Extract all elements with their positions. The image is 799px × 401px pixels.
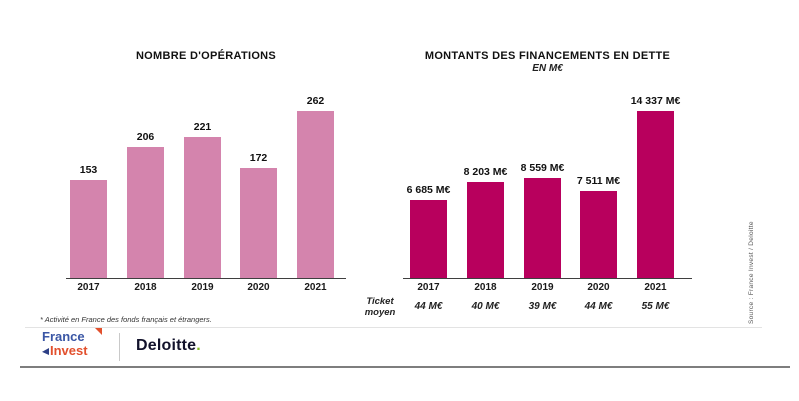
france-invest-line2: Invest: [42, 344, 112, 358]
plot-area: 153 206 221 172 262: [70, 95, 334, 278]
ticket-row: Ticket moyen 44 M€ 40 M€ 39 M€ 44 M€ 55 M€: [365, 296, 674, 320]
bar: [467, 182, 504, 278]
ticket-moyen-label: Ticket moyen: [360, 296, 400, 318]
category-label: 2020: [587, 282, 610, 293]
invest-text: Invest: [50, 343, 88, 358]
deloitte-logo: Deloitte.: [136, 337, 201, 355]
france-invest-logo: France Invest: [42, 328, 112, 358]
france-invest-chevron-icon: [95, 328, 102, 335]
footnote: * Activité en France des fonds français …: [40, 315, 212, 324]
category-label: 2021: [644, 282, 667, 293]
ticket-value: 39 M€: [528, 301, 557, 312]
france-invest-line1: France: [42, 328, 112, 344]
bar-value-label: 14 337 M€: [630, 95, 681, 107]
category-label: 2018: [474, 282, 497, 293]
footnote-divider: [25, 327, 762, 328]
bottom-divider: [20, 366, 790, 368]
ticket-value: 40 M€: [471, 301, 500, 312]
x-axis-line: [66, 278, 346, 279]
chart-nombre-operations: NOMBRE D'OPÉRATIONS 153 206 221 172 262 2017…: [66, 50, 346, 300]
bar: [70, 180, 107, 278]
category-label: 2019: [191, 282, 214, 293]
category-label: 2021: [304, 282, 327, 293]
ticket-value: 44 M€: [414, 301, 443, 312]
ticket-label-line1: Ticket: [366, 296, 394, 307]
category-axis: 2017 2018 2019 2020 2021: [70, 282, 334, 296]
source-note: Source : France Invest / Deloitte: [748, 221, 755, 324]
chart-title: MONTANTS DES FINANCEMENTS EN DETTE: [424, 50, 671, 62]
chart-subtitle: EN M€: [532, 63, 563, 74]
category-label: 2020: [247, 282, 270, 293]
bar: [580, 191, 617, 278]
bar: [184, 137, 221, 278]
category-label: 2017: [77, 282, 100, 293]
bar: [240, 168, 277, 278]
bar-value-label: 8 559 M€: [520, 162, 565, 174]
plot-area: 6 685 M€ 8 203 M€ 8 559 M€ 7 511 M€ 14 337 M…: [406, 95, 680, 278]
bar: [297, 111, 334, 278]
bar-value-label: 172: [249, 152, 268, 164]
category-label: 2019: [531, 282, 554, 293]
bar: [637, 111, 674, 278]
chart-montants-financements: MONTANTS DES FINANCEMENTS EN DETTE EN M€…: [365, 50, 692, 320]
deloitte-green-dot: .: [196, 337, 201, 354]
ticket-value: 44 M€: [584, 301, 613, 312]
bar: [524, 178, 561, 278]
bar-value-label: 7 511 M€: [576, 175, 621, 187]
bar: [127, 147, 164, 278]
chart-title: NOMBRE D'OPÉRATIONS: [135, 50, 277, 62]
bar-value-label: 6 685 M€: [406, 184, 451, 196]
france-text: France: [42, 329, 85, 344]
category-axis: 2017 2018 2019 2020 2021: [410, 282, 674, 296]
category-label: 2017: [417, 282, 440, 293]
deloitte-text: Deloitte: [136, 337, 197, 354]
bar-value-label: 206: [136, 131, 155, 143]
ticket-value: 55 M€: [641, 301, 670, 312]
ticket-label-line2: moyen: [364, 307, 396, 318]
bar: [410, 200, 447, 278]
bar-value-label: 221: [193, 121, 212, 133]
category-label: 2018: [134, 282, 157, 293]
bar-value-label: 262: [306, 95, 325, 107]
logo-divider: [119, 333, 120, 361]
france-invest-arrow-icon: [42, 348, 49, 355]
bar-value-label: 153: [79, 164, 98, 176]
bar-value-label: 8 203 M€: [463, 166, 508, 178]
x-axis-line: [403, 278, 692, 279]
